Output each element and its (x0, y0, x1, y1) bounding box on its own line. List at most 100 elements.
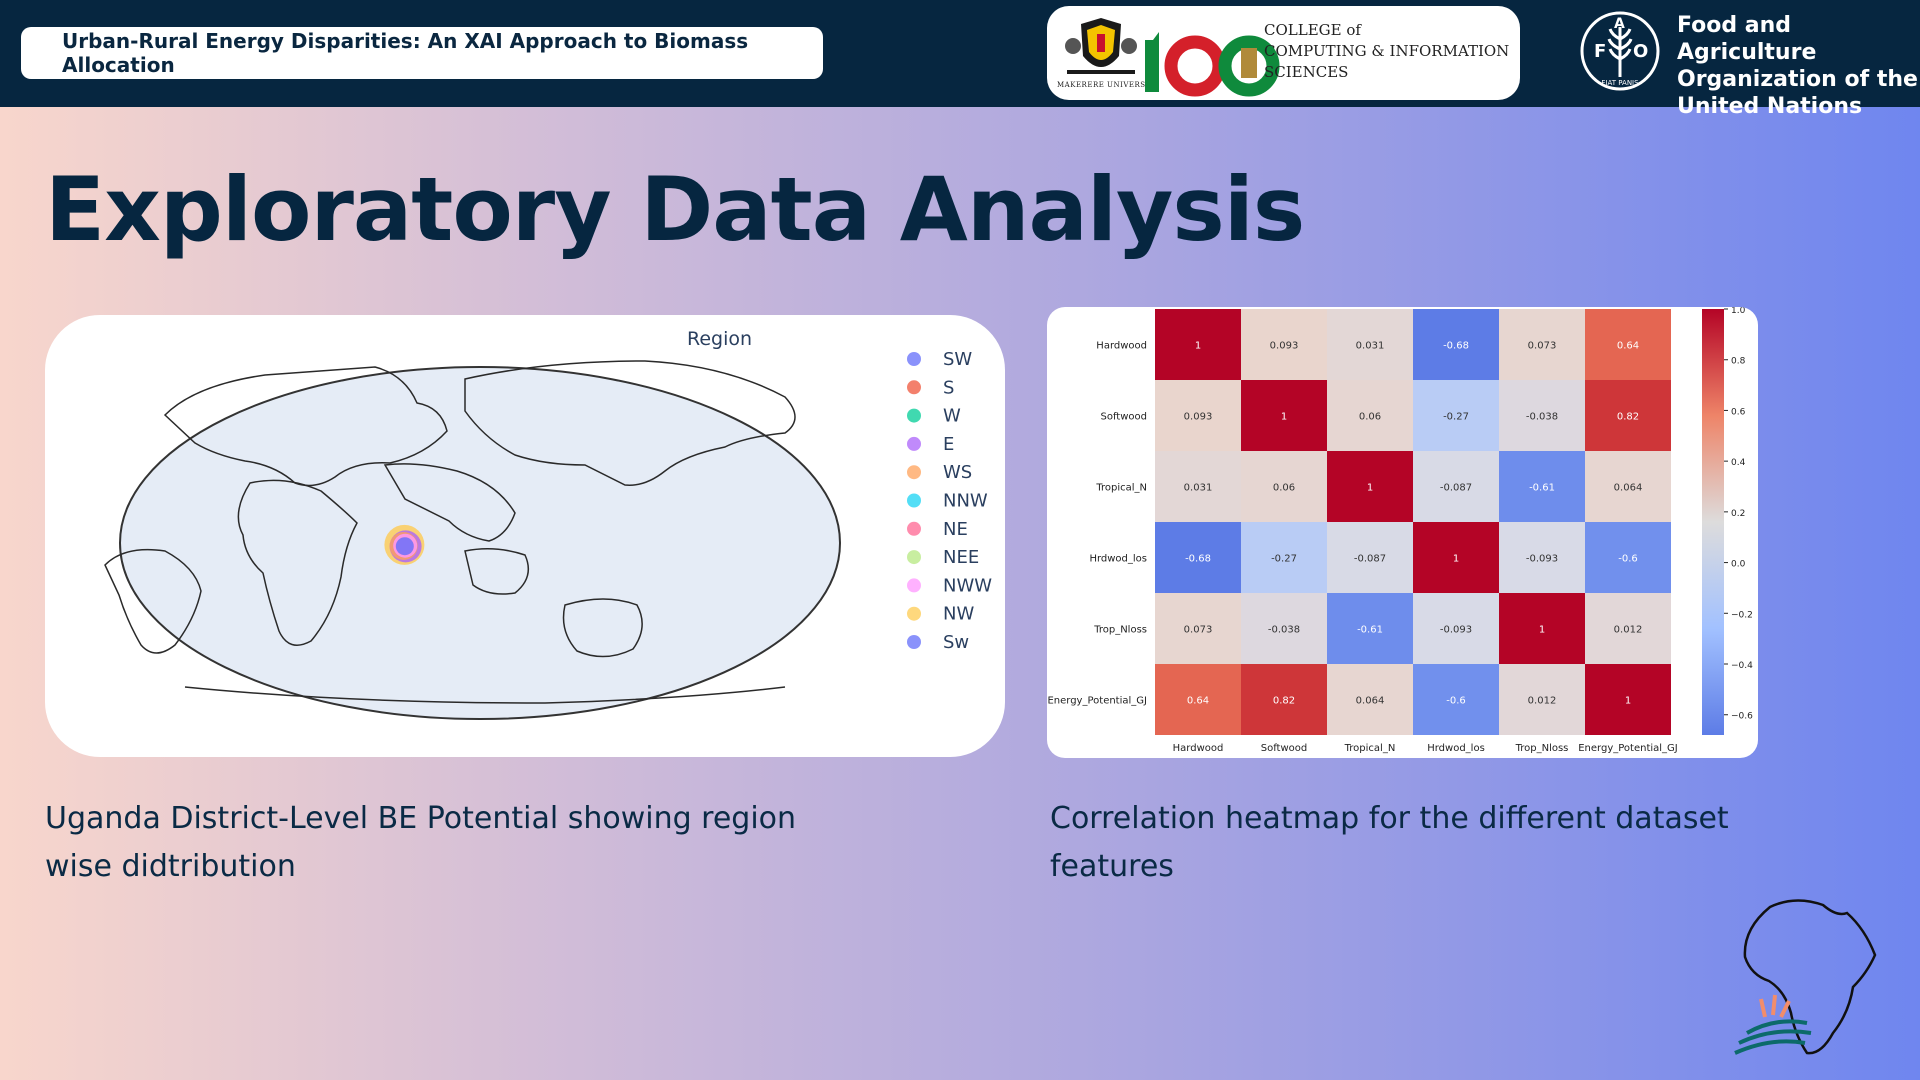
heatmap-cell (1155, 522, 1241, 593)
map-globe-outline (119, 366, 841, 720)
heatmap-cell-label: -0.6 (1618, 554, 1638, 565)
legend-item[interactable]: Sw (907, 632, 969, 653)
heatmap-y-tick-label: Trop_Nloss (1093, 625, 1147, 636)
heatmap-cell-label: -0.087 (1440, 483, 1472, 494)
heatmap-cell (1585, 451, 1671, 522)
heatmap-y-tick-label: Softwood (1101, 412, 1148, 423)
heatmap-cell (1585, 309, 1671, 380)
legend-item[interactable]: S (907, 377, 954, 398)
heatmap-cell (1499, 380, 1585, 451)
heatmap-cell-label: 0.031 (1356, 341, 1385, 352)
heatmap-x-tick-label: Hrdwod_los (1427, 743, 1485, 754)
heatmap-cell-label: 1 (1539, 625, 1545, 636)
legend-marker (907, 436, 921, 451)
colorbar-tick-label: −0.4 (1731, 661, 1753, 671)
heatmap-cell (1413, 664, 1499, 735)
fao-letter-a: A (1614, 16, 1625, 32)
heatmap-cell (1585, 593, 1671, 664)
legend-marker (907, 635, 921, 649)
heatmap-x-tick-label: Tropical_N (1344, 743, 1396, 754)
heatmap-cell (1155, 380, 1241, 451)
heatmap-cell-label: 1 (1625, 696, 1631, 707)
fao-letter-o: O (1633, 41, 1648, 62)
legend-marker (907, 352, 921, 366)
legend-marker (907, 493, 921, 508)
fao-motto: FIAT PANIS (1601, 79, 1639, 87)
top-bar: Urban-Rural Energy Disparities: An XAI A… (0, 0, 1920, 119)
heatmap-cell (1241, 309, 1327, 380)
legend-item[interactable]: E (907, 434, 954, 455)
correlation-heatmap-chart: 1 0.093 0.031 -0.68 0.073 0.64 0.093 1 0.06 -0.27… (1047, 307, 1753, 754)
heatmap-cell-label: 0.06 (1359, 412, 1381, 423)
heatmap-cell (1241, 380, 1327, 451)
legend-title: Region (687, 328, 752, 350)
heatmap-cell-label: 0.031 (1184, 483, 1213, 494)
heatmap-cell-label: 0.093 (1270, 341, 1299, 352)
heatmap-cell (1327, 593, 1413, 664)
legend-item[interactable]: W (907, 406, 961, 427)
heatmap-x-labels: Hardwood Softwood Tropical_N Hrdwod_los Trop… (1173, 743, 1678, 754)
heatmap-cell-label: -0.038 (1526, 412, 1558, 423)
centenary-100-logo-icon (1145, 32, 1280, 97)
colorbar-ticks: 1.0 0.8 0.6 0.4 0.2 0.0 −0.2 −0.4 −0.6 (1724, 307, 1753, 722)
legend-label: NEE (943, 547, 979, 568)
heatmap-cell-label: 0.64 (1187, 696, 1209, 707)
heatmap-cell (1327, 380, 1413, 451)
legend-item[interactable]: SW (907, 349, 972, 370)
colorbar-tick-label: 0.8 (1731, 357, 1746, 367)
legend-marker (907, 380, 921, 395)
legend-label: NNW (943, 491, 988, 512)
heatmap-cell-label: 0.82 (1617, 412, 1639, 423)
heatmap-caption: Correlation heatmap for the different da… (1050, 801, 1729, 884)
heatmap-cell-label: 1 (1195, 341, 1201, 352)
heatmap-cell-label: 0.012 (1614, 625, 1643, 636)
makerere-crest-icon (1065, 18, 1137, 74)
continent-outlines (104, 360, 796, 704)
colorbar-tick-label: −0.2 (1731, 610, 1753, 620)
heatmap-cell-label: 0.012 (1528, 696, 1557, 707)
legend-item[interactable]: NWW (907, 575, 992, 596)
heatmap-cell-label: -0.61 (1357, 625, 1383, 636)
legend-item[interactable]: NE (907, 519, 968, 540)
heatmap-x-tick-label: Trop_Nloss (1515, 743, 1569, 754)
heatmap-cell-label: -0.27 (1271, 554, 1297, 565)
legend-label: NW (943, 604, 974, 625)
legend-label: W (943, 406, 961, 427)
heatmap-cell-label: 0.64 (1617, 341, 1639, 352)
heatmap-cell (1241, 451, 1327, 522)
heatmap-cell (1585, 664, 1671, 735)
heatmap-cell-label: -0.68 (1185, 554, 1211, 565)
map-points-layer (384, 524, 425, 565)
heatmap-cell (1241, 664, 1327, 735)
heatmap-cell-label: -0.27 (1443, 412, 1469, 423)
legend-item[interactable]: NW (907, 604, 974, 625)
colorbar-tick-label: −0.6 (1731, 712, 1753, 722)
legend-label: NE (943, 519, 968, 540)
legend-item[interactable]: WS (907, 462, 972, 483)
legend-label: SW (943, 349, 972, 370)
heatmap-y-labels: Hardwood Softwood Tropical_N Hrdwod_los Trop… (1047, 341, 1147, 707)
heatmap-cell-label: -0.093 (1526, 554, 1558, 565)
heatmap-y-tick-label: Hardwood (1096, 341, 1147, 352)
heatmap-x-tick-label: Hardwood (1173, 743, 1224, 754)
heatmap-cell-label: 1 (1367, 483, 1373, 494)
legend-item[interactable]: NEE (907, 547, 979, 568)
heatmap-cell-label: 0.093 (1184, 412, 1213, 423)
colorbar-tick-label: 1.0 (1731, 307, 1746, 316)
heatmap-cell (1155, 664, 1241, 735)
heatmap-cell-label: -0.6 (1446, 696, 1466, 707)
fao-letter-f: F (1594, 41, 1606, 62)
colorbar-tick-label: 0.0 (1731, 560, 1746, 570)
heatmap-cell (1327, 309, 1413, 380)
heatmap-y-tick-label: Energy_Potential_GJ (1047, 696, 1147, 707)
legend-item[interactable]: NNW (907, 491, 988, 512)
legend-marker (907, 606, 921, 621)
heatmap-cell-label: -0.087 (1354, 554, 1386, 565)
heatmap-cell (1327, 522, 1413, 593)
slide-heading: Exploratory Data Analysis (45, 158, 1305, 261)
colorbar (1702, 309, 1724, 735)
heatmap-cell-label: 0.82 (1273, 696, 1295, 707)
heatmap-cell-label: 0.064 (1356, 696, 1385, 707)
